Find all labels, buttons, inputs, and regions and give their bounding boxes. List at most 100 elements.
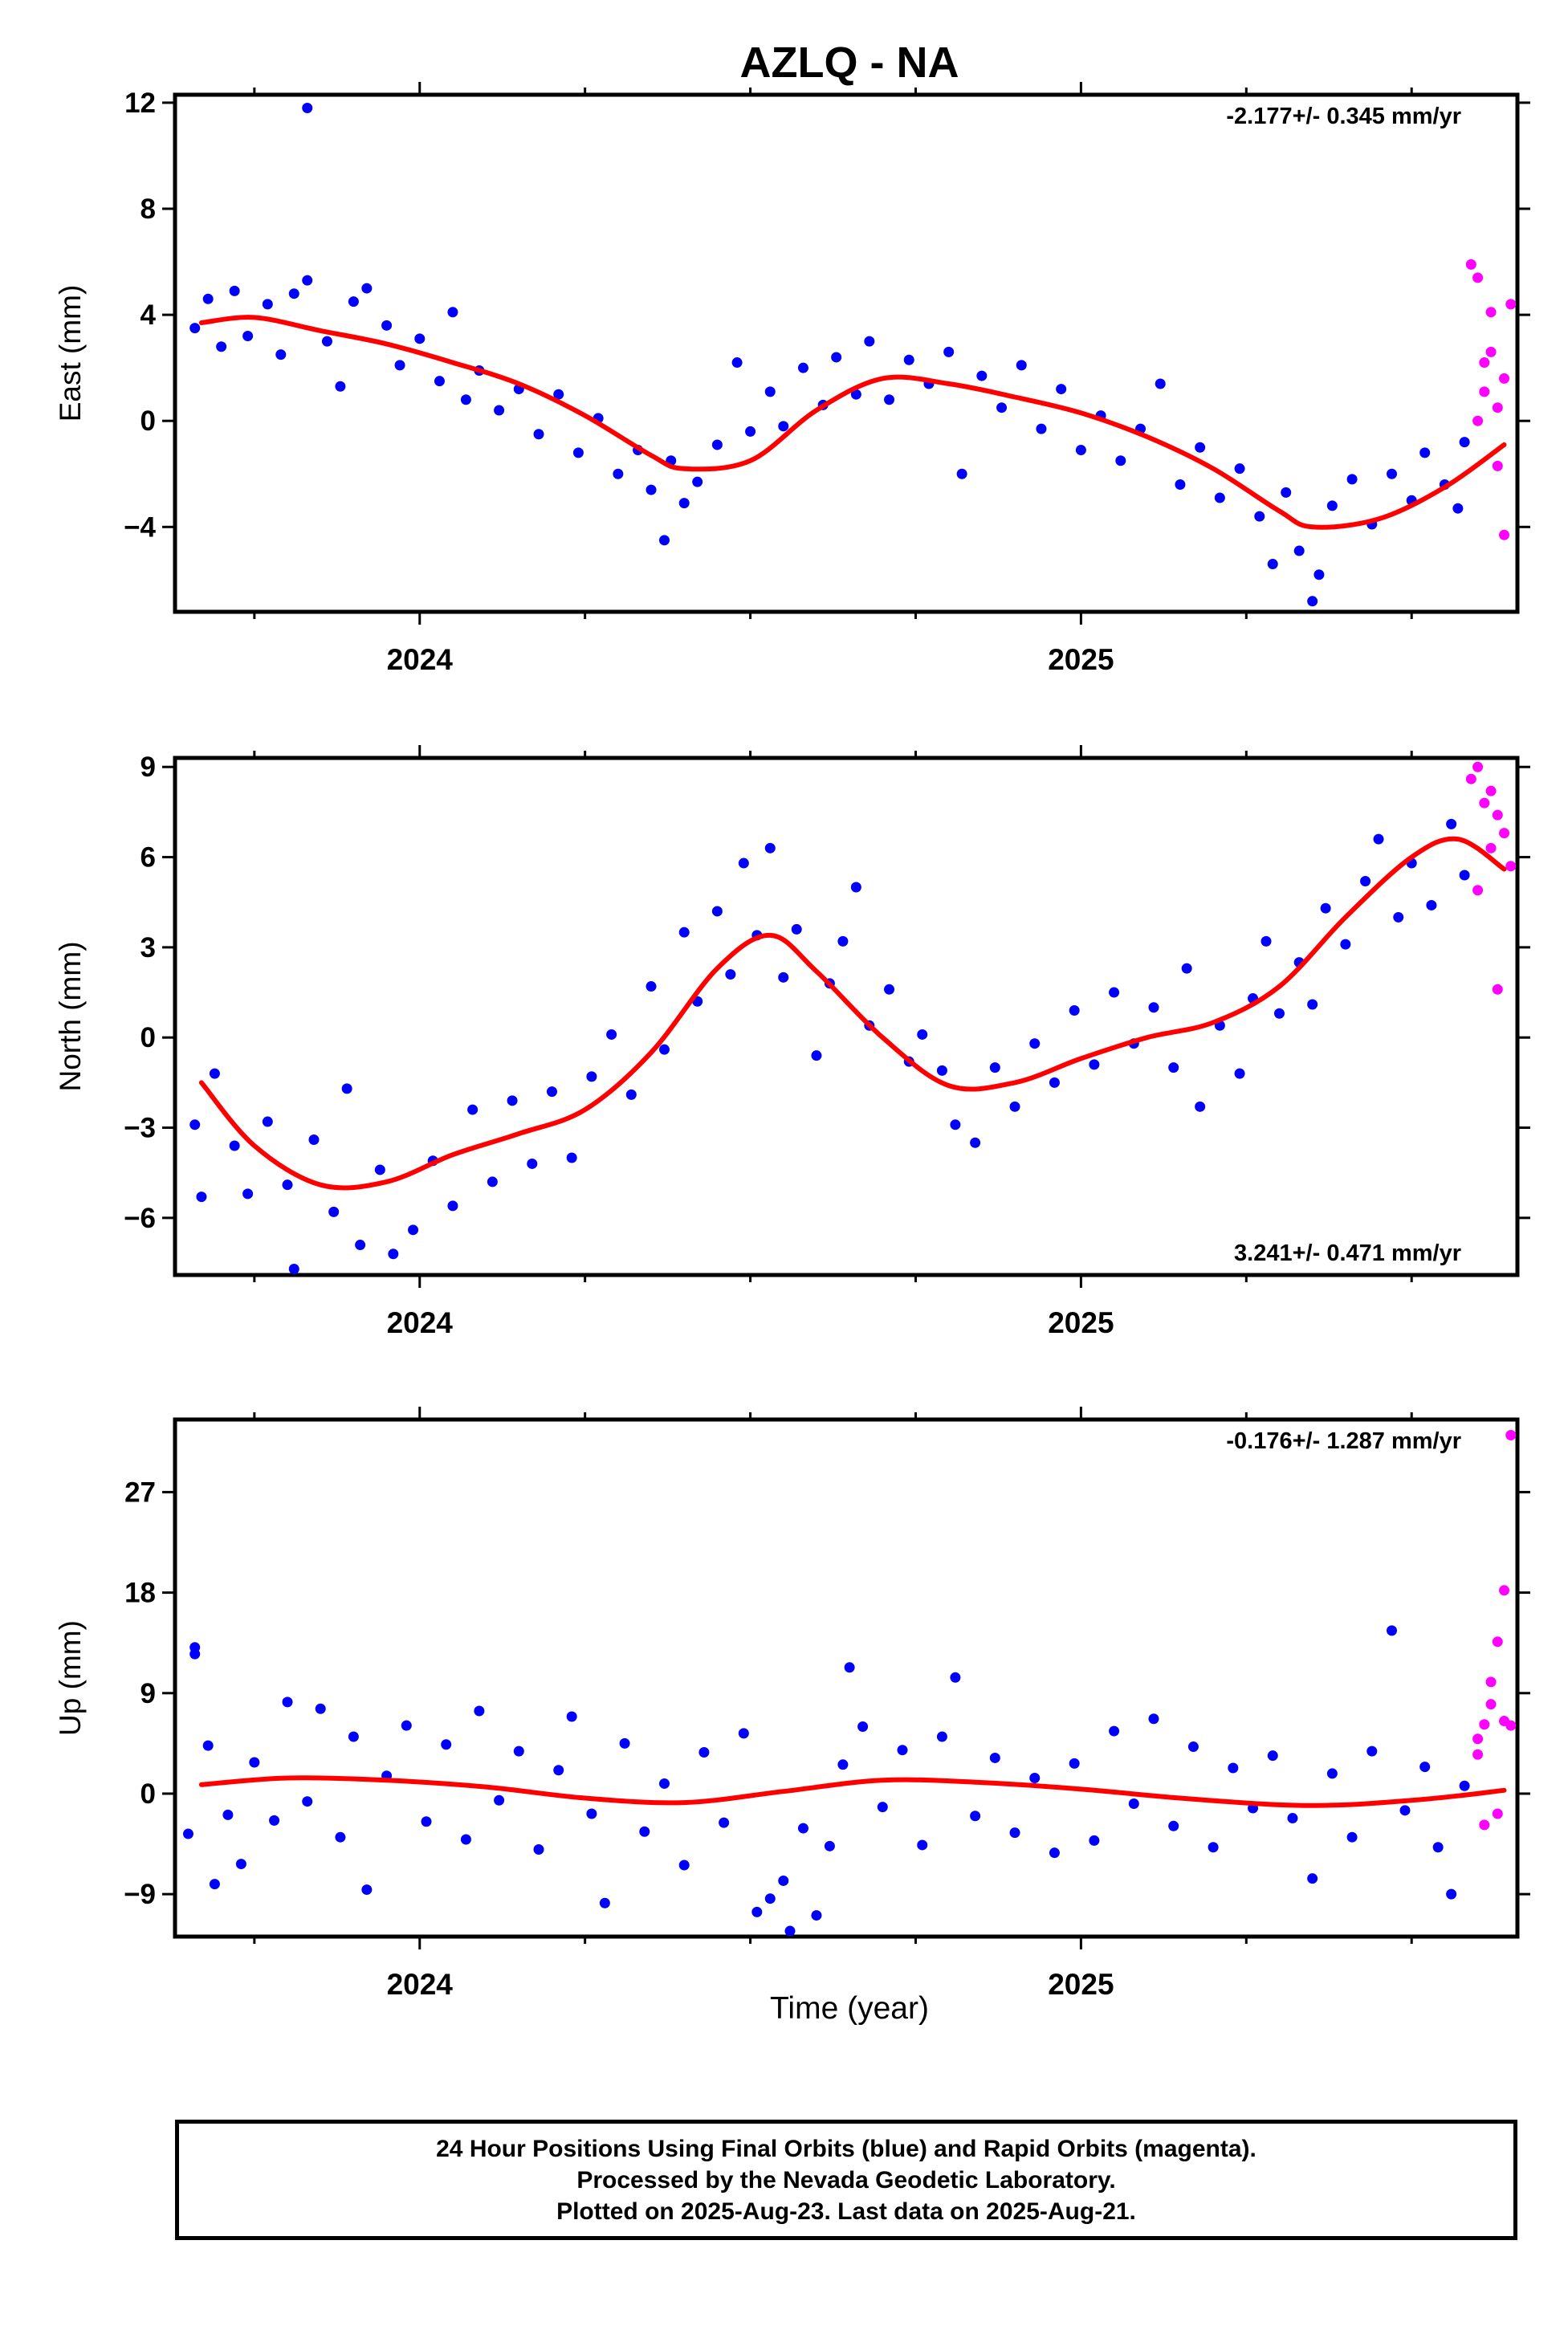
velocity-annotation: -0.176+/- 1.287 mm/yr bbox=[1226, 1428, 1461, 1454]
final-orbit-point bbox=[1267, 559, 1278, 570]
final-orbit-point bbox=[553, 389, 564, 400]
final-orbit-point bbox=[950, 1672, 961, 1683]
final-orbit-point bbox=[216, 341, 227, 352]
final-orbit-point bbox=[1419, 447, 1431, 458]
final-orbit-point bbox=[1234, 1068, 1245, 1079]
final-orbit-point bbox=[936, 1065, 947, 1076]
final-orbit-point bbox=[189, 1119, 201, 1130]
final-orbit-point bbox=[507, 1095, 518, 1106]
final-orbit-point bbox=[1261, 935, 1272, 947]
data-points bbox=[182, 1429, 1517, 1937]
final-orbit-point bbox=[288, 1264, 299, 1275]
final-orbit-point bbox=[1208, 1842, 1219, 1853]
final-orbit-point bbox=[764, 842, 776, 853]
y-tick-label: 12 bbox=[124, 88, 156, 119]
final-orbit-point bbox=[328, 1206, 340, 1217]
final-orbit-point bbox=[1109, 987, 1120, 998]
panel-3: −9 0 9 18 27 2024 2025 Up (mm) -0.176+/- 1.287 m… bbox=[54, 1407, 1530, 2001]
final-orbit-point bbox=[1432, 1842, 1444, 1853]
final-orbit-point bbox=[566, 1711, 577, 1722]
final-orbit-point bbox=[897, 1745, 908, 1756]
final-orbit-point bbox=[196, 1191, 207, 1203]
final-orbit-point bbox=[202, 1740, 214, 1751]
final-orbit-point bbox=[361, 283, 373, 294]
rapid-orbit-point bbox=[1499, 1585, 1510, 1596]
final-orbit-point bbox=[1069, 1005, 1080, 1016]
final-orbit-point bbox=[976, 370, 988, 381]
final-orbit-point bbox=[613, 468, 624, 479]
final-orbit-point bbox=[235, 1859, 246, 1870]
final-orbit-point bbox=[864, 336, 875, 347]
final-orbit-point bbox=[1373, 833, 1384, 845]
final-orbit-point bbox=[282, 1179, 293, 1191]
final-orbit-point bbox=[1195, 442, 1206, 453]
final-orbit-point bbox=[1175, 479, 1186, 490]
final-orbit-point bbox=[797, 362, 808, 373]
final-orbit-point bbox=[1346, 474, 1358, 485]
rapid-orbit-point bbox=[1479, 797, 1490, 809]
final-orbit-point bbox=[546, 1086, 557, 1098]
caption-line-3: Plotted on 2025-Aug-23. Last data on 202… bbox=[556, 2198, 1136, 2225]
final-orbit-point bbox=[474, 1705, 485, 1717]
final-orbit-point bbox=[288, 288, 299, 299]
final-orbit-point bbox=[374, 1164, 385, 1175]
final-orbit-point bbox=[1459, 1780, 1470, 1791]
final-orbit-point bbox=[1234, 463, 1245, 475]
final-orbit-point bbox=[1069, 1758, 1080, 1769]
final-orbit-point bbox=[738, 1728, 749, 1739]
final-orbit-point bbox=[1181, 963, 1192, 974]
final-orbit-point bbox=[950, 1119, 961, 1130]
final-orbit-point bbox=[903, 354, 914, 365]
final-orbit-point bbox=[467, 1104, 479, 1115]
rapid-orbit-point bbox=[1465, 259, 1476, 270]
final-orbit-point bbox=[1168, 1062, 1179, 1073]
final-orbit-point bbox=[229, 285, 240, 296]
final-orbit-point bbox=[533, 429, 544, 440]
y-tick-label: 0 bbox=[141, 405, 156, 437]
rapid-orbit-point bbox=[1499, 373, 1510, 384]
rapid-orbit-point bbox=[1499, 828, 1510, 839]
final-orbit-point bbox=[1009, 1827, 1020, 1839]
y-tick-label: −3 bbox=[124, 1113, 156, 1144]
final-orbit-point bbox=[1366, 1745, 1378, 1757]
rapid-orbit-point bbox=[1499, 529, 1510, 540]
final-orbit-point bbox=[658, 1778, 670, 1789]
final-orbit-point bbox=[1049, 1077, 1060, 1088]
final-orbit-point bbox=[658, 535, 670, 546]
x-tick-label: 2024 bbox=[387, 643, 454, 676]
final-orbit-point bbox=[1228, 1762, 1239, 1774]
final-orbit-point bbox=[1089, 1835, 1100, 1846]
final-orbit-point bbox=[658, 1044, 670, 1055]
final-orbit-point bbox=[182, 1828, 193, 1839]
final-orbit-point bbox=[401, 1720, 412, 1731]
final-orbit-point bbox=[884, 394, 895, 405]
final-orbit-point bbox=[302, 103, 313, 114]
final-orbit-point bbox=[837, 1759, 849, 1770]
fit-curve bbox=[198, 1775, 1507, 1808]
rapid-orbit-point bbox=[1479, 1719, 1490, 1730]
final-orbit-point bbox=[487, 1176, 498, 1187]
final-orbit-point bbox=[1307, 596, 1318, 607]
final-orbit-point bbox=[209, 1068, 220, 1079]
velocity-annotation: 3.241+/- 0.471 mm/yr bbox=[1234, 1240, 1461, 1266]
rapid-orbit-point bbox=[1492, 402, 1503, 413]
final-orbit-point bbox=[989, 1752, 1000, 1763]
final-orbit-point bbox=[321, 336, 332, 347]
final-orbit-point bbox=[447, 1200, 458, 1212]
rapid-orbit-point bbox=[1485, 842, 1497, 853]
final-orbit-point bbox=[1029, 1772, 1041, 1783]
final-orbit-point bbox=[1148, 1713, 1159, 1725]
x-tick-label: 2024 bbox=[387, 1968, 454, 2001]
final-orbit-point bbox=[1109, 1725, 1120, 1737]
final-orbit-point bbox=[877, 1802, 888, 1813]
y-axis-label: North (mm) bbox=[54, 941, 87, 1091]
final-orbit-point bbox=[1452, 503, 1464, 514]
rapid-orbit-point bbox=[1492, 809, 1503, 821]
rapid-orbit-point bbox=[1472, 761, 1484, 772]
final-orbit-point bbox=[249, 1757, 260, 1768]
final-orbit-point bbox=[460, 1834, 471, 1845]
x-axis-label: Time (year) bbox=[770, 1991, 929, 2026]
final-orbit-point bbox=[884, 984, 895, 995]
final-orbit-point bbox=[441, 1739, 452, 1750]
y-tick-label: 0 bbox=[141, 1022, 156, 1053]
